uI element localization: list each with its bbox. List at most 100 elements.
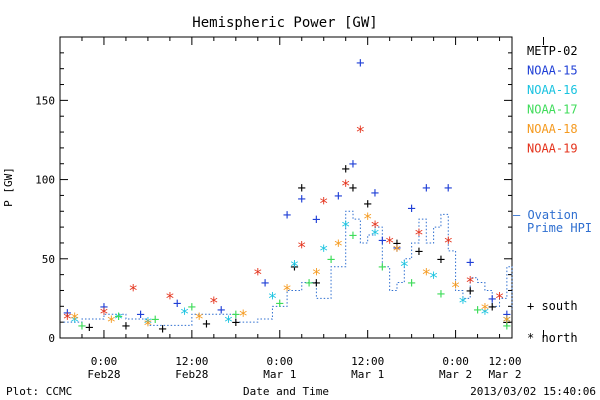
- legend-item: METP-02: [527, 44, 578, 58]
- plot-frame: [59, 36, 513, 339]
- data-point-noaa-16: *: [143, 314, 153, 333]
- data-point-noaa-15: +: [136, 307, 144, 323]
- data-point-metp-02: +: [415, 244, 423, 260]
- data-point-noaa-16: *: [502, 312, 512, 331]
- legend-ovation-line1: — Ovation: [513, 208, 578, 222]
- data-point-noaa-16: *: [224, 312, 234, 331]
- data-point-noaa-17: +: [114, 309, 122, 325]
- data-point-noaa-16: *: [180, 304, 190, 323]
- x-tick-label-date: Mar 2: [488, 368, 521, 381]
- data-point-noaa-18: *: [312, 265, 322, 284]
- legend-ovation-line2: Prime HPI: [527, 221, 592, 235]
- data-point-metp-02: +: [488, 299, 496, 315]
- data-marks: + + + + ++++++++ + +++++ + ++ ++++++++++ +++ ++++* *…: [63, 55, 512, 337]
- data-point-noaa-15: +: [407, 201, 415, 217]
- data-point-metp-02: +: [466, 283, 474, 299]
- data-point-noaa-15: +: [298, 192, 306, 208]
- data-point-noaa-16: *: [480, 304, 490, 323]
- data-point-metp-02: +: [85, 320, 93, 336]
- data-point-noaa-18: *: [363, 209, 373, 228]
- data-point-noaa-15: +: [503, 307, 511, 323]
- data-point-noaa-19: *: [356, 122, 366, 141]
- data-point-noaa-18: *: [392, 241, 402, 260]
- data-point-noaa-17: +: [349, 228, 357, 244]
- data-point-noaa-18: *: [70, 309, 80, 328]
- data-point-noaa-16: *: [319, 241, 329, 260]
- data-point-noaa-16: *: [268, 288, 278, 307]
- data-point-noaa-16: *: [341, 217, 351, 236]
- data-point-noaa-15: +: [378, 233, 386, 249]
- x-tick-label-time: 12:00: [175, 355, 208, 368]
- x-tick-label-date: Mar 1: [351, 368, 384, 381]
- data-point-noaa-15: +: [283, 207, 291, 223]
- x-tick-label-time: 12:00: [351, 355, 384, 368]
- legend-item: NOAA-19: [527, 142, 578, 156]
- data-point-noaa-15: +: [100, 299, 108, 315]
- data-point-noaa-16: *: [370, 225, 380, 244]
- x-tick-label-date: Mar 1: [263, 368, 296, 381]
- data-point-noaa-15: +: [334, 188, 342, 204]
- data-point-metp-02: +: [158, 321, 166, 337]
- data-point-noaa-18: *: [238, 306, 248, 325]
- data-point-metp-02: +: [341, 161, 349, 177]
- data-point-noaa-17: +: [232, 307, 240, 323]
- data-point-metp-02: +: [298, 181, 306, 197]
- data-point-noaa-16: *: [290, 257, 300, 276]
- data-point-noaa-19: *: [209, 293, 219, 312]
- footer-timestamp: 2013/03/02 15:40:06: [470, 385, 596, 398]
- legend: METP-02 NOAA-15 NOAA-16 NOAA-17 NOAA-18 NOAA-…: [513, 44, 592, 345]
- data-point-noaa-19: *: [414, 225, 424, 244]
- data-point-noaa-15: +: [393, 241, 401, 257]
- footer-left: Plot: CCMC: [6, 385, 72, 398]
- data-point-noaa-15: +: [349, 157, 357, 173]
- y-axis-label: P [GW]: [2, 167, 15, 207]
- y-tick-label: 0: [48, 332, 55, 345]
- data-point-noaa-18: *: [480, 299, 490, 318]
- data-point-noaa-18: *: [106, 312, 116, 331]
- legend-item: NOAA-17: [527, 103, 578, 117]
- data-point-noaa-17: +: [378, 260, 386, 276]
- data-point-noaa-15: +: [312, 212, 320, 228]
- data-point-noaa-19: *: [253, 265, 263, 284]
- data-point-noaa-19: *: [128, 280, 138, 299]
- legend-item: NOAA-15: [527, 64, 578, 78]
- data-point-noaa-19: *: [99, 304, 109, 323]
- legend-south-marker: + south: [527, 299, 578, 313]
- x-axis-label: Date and Time: [243, 385, 329, 398]
- data-point-noaa-15: +: [63, 306, 71, 322]
- y-axis: 0 50 100 150: [35, 52, 512, 345]
- legend-item: NOAA-16: [527, 83, 578, 97]
- x-tick-label-date: Feb28: [87, 368, 120, 381]
- data-point-noaa-17: +: [503, 318, 511, 334]
- data-point-noaa-19: *: [495, 288, 505, 307]
- data-point-noaa-17: +: [276, 296, 284, 312]
- data-point-noaa-17: +: [407, 276, 415, 292]
- data-point-noaa-17: +: [305, 276, 313, 292]
- data-point-noaa-17: +: [327, 252, 335, 268]
- data-point-noaa-15: +: [356, 55, 364, 71]
- data-point-metp-02: +: [290, 260, 298, 276]
- chart-title: Hemispheric Power [GW]: [192, 15, 377, 31]
- data-point-noaa-18: *: [502, 312, 512, 331]
- data-point-noaa-19: *: [465, 273, 475, 292]
- data-point-noaa-15: +: [371, 185, 379, 201]
- data-point-noaa-16: *: [114, 309, 124, 328]
- y-tick-label: 100: [35, 174, 55, 187]
- data-point-noaa-17: +: [78, 318, 86, 334]
- data-point-metp-02: +: [349, 181, 357, 197]
- data-point-metp-02: +: [312, 276, 320, 292]
- x-tick-label-date: Mar 2: [439, 368, 472, 381]
- legend-north-marker: * north: [527, 331, 578, 345]
- data-point-noaa-16: *: [429, 268, 439, 287]
- data-point-noaa-15: +: [488, 291, 496, 307]
- legend-item: NOAA-18: [527, 122, 578, 136]
- data-point-noaa-19: *: [341, 176, 351, 195]
- data-point-noaa-19: *: [443, 233, 453, 252]
- x-tick-label-time: 0:00: [267, 355, 294, 368]
- data-point-noaa-19: *: [63, 309, 73, 328]
- data-point-noaa-19: *: [370, 217, 380, 236]
- data-point-metp-02: +: [503, 315, 511, 331]
- data-point-noaa-18: *: [282, 280, 292, 299]
